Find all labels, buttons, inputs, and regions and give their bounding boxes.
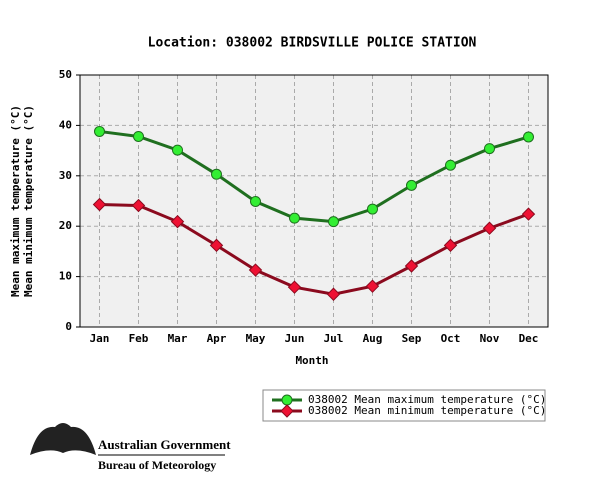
marker [172, 144, 183, 156]
marker [443, 238, 458, 253]
x-tick-label: Feb [129, 332, 149, 345]
y-axis-label: Mean minimum temperature (°C) [22, 105, 35, 297]
x-tick-label: Aug [363, 332, 383, 345]
marker [406, 179, 417, 191]
marker [328, 216, 339, 228]
logo-text: Bureau of Meteorology [98, 458, 216, 472]
marker [170, 214, 185, 229]
legend-label: 038002 Mean maximum temperature (°C) [308, 393, 546, 406]
marker [248, 263, 263, 277]
marker [250, 196, 261, 208]
x-tick-label: Mar [168, 332, 188, 345]
marker [521, 207, 536, 221]
marker [484, 143, 495, 155]
crest [57, 426, 69, 438]
marker [289, 212, 300, 224]
y-tick-label: 40 [59, 118, 72, 131]
marker [280, 404, 294, 418]
x-tick-label: Jan [90, 332, 110, 345]
y-tick-label: 20 [59, 219, 72, 232]
marker [365, 279, 380, 293]
y-tick-label: 50 [59, 68, 72, 81]
x-tick-label: May [246, 332, 266, 345]
line [99, 129, 529, 224]
x-tick-label: Jul [324, 332, 344, 345]
marker [445, 159, 456, 171]
marker [133, 130, 144, 142]
line [99, 203, 530, 296]
marker [131, 198, 146, 213]
marker [281, 394, 293, 406]
crest [30, 423, 96, 455]
marker [326, 287, 341, 301]
x-tick-label: Dec [519, 332, 539, 345]
legend [262, 389, 546, 422]
y-axis-label: Mean maximum temperature (°C) [9, 105, 22, 297]
y-tick-label: 10 [59, 270, 72, 283]
x-tick-label: Oct [441, 332, 461, 345]
plot-area [80, 75, 548, 327]
chart-title: Location: 038002 BIRDSVILLE POLICE STATI… [148, 36, 477, 51]
x-axis-label: Month [295, 354, 328, 367]
x-tick-label: Apr [207, 332, 227, 345]
marker [209, 238, 224, 253]
y-tick-label: 0 [65, 320, 72, 333]
marker [287, 280, 302, 294]
marker [482, 221, 497, 235]
logo: Australian Government Bureau of Meteorol… [30, 423, 231, 472]
marker [94, 125, 105, 137]
marker [211, 168, 222, 180]
legend-label: 038002 Mean minimum temperature (°C) [308, 404, 546, 417]
marker [367, 203, 378, 215]
marker [92, 197, 107, 212]
y-tick-label: 30 [59, 169, 72, 182]
x-tick-label: Jun [285, 332, 305, 345]
marker [523, 131, 534, 143]
plot-border [79, 74, 549, 328]
logo-text: Australian Government [98, 437, 231, 452]
x-tick-label: Sep [402, 332, 422, 345]
x-tick-label: Nov [480, 332, 500, 345]
marker [404, 259, 419, 273]
